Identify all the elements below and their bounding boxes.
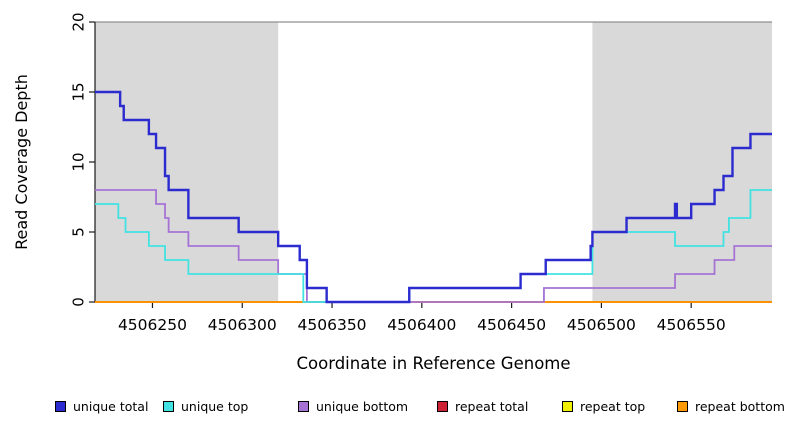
legend-item-unique-bottom: unique bottom — [298, 398, 408, 414]
legend-item-unique-top: unique top — [163, 398, 248, 414]
x-tick-label: 4506550 — [657, 316, 726, 334]
legend-label: unique total — [73, 398, 149, 414]
legend: unique total unique top unique bottom repea… — [0, 398, 792, 420]
legend-item-repeat-top: repeat top — [562, 398, 645, 414]
legend-label: unique top — [181, 398, 249, 414]
y-tick-label: 20 — [69, 12, 87, 31]
legend-item-unique-total: unique total — [55, 398, 148, 414]
legend-label: unique bottom — [316, 398, 409, 414]
plot-area: 0 5 10 15 20 4506250 4506300 4506350 4506400 4506… — [69, 12, 772, 334]
legend-swatch-unique-top — [163, 400, 174, 412]
x-tick-label: 4506250 — [118, 316, 187, 334]
x-axis-label: Coordinate in Reference Genome — [296, 354, 571, 373]
y-tick-label: 5 — [69, 227, 87, 237]
legend-label: repeat top — [580, 398, 646, 414]
legend-swatch-unique-total — [55, 400, 66, 412]
legend-label: repeat total — [455, 398, 529, 414]
x-tick-label: 4506300 — [208, 316, 277, 334]
legend-swatch-repeat-bottom — [677, 400, 688, 412]
shaded-region-0 — [95, 22, 279, 302]
y-tick-label: 15 — [69, 82, 87, 101]
legend-swatch-repeat-top — [562, 400, 573, 412]
series-line-unique-bottom — [95, 189, 772, 303]
x-tick-label: 4506450 — [477, 316, 546, 334]
legend-swatch-unique-bottom — [298, 400, 309, 412]
series-line-unique-total — [95, 90, 772, 304]
y-tick-label: 0 — [69, 297, 87, 307]
legend-label: repeat bottom — [695, 398, 785, 414]
y-axis-label: Read Coverage Depth — [12, 74, 31, 250]
y-tick-label: 10 — [69, 152, 87, 171]
legend-item-repeat-total: repeat total — [437, 398, 528, 414]
x-tick-label: 4506400 — [387, 316, 456, 334]
shaded-region-1 — [592, 22, 772, 302]
x-tick-label: 4506500 — [567, 316, 636, 334]
legend-item-repeat-bottom: repeat bottom — [677, 398, 785, 414]
x-tick-label: 4506350 — [298, 316, 367, 334]
legend-swatch-repeat-total — [437, 400, 448, 412]
